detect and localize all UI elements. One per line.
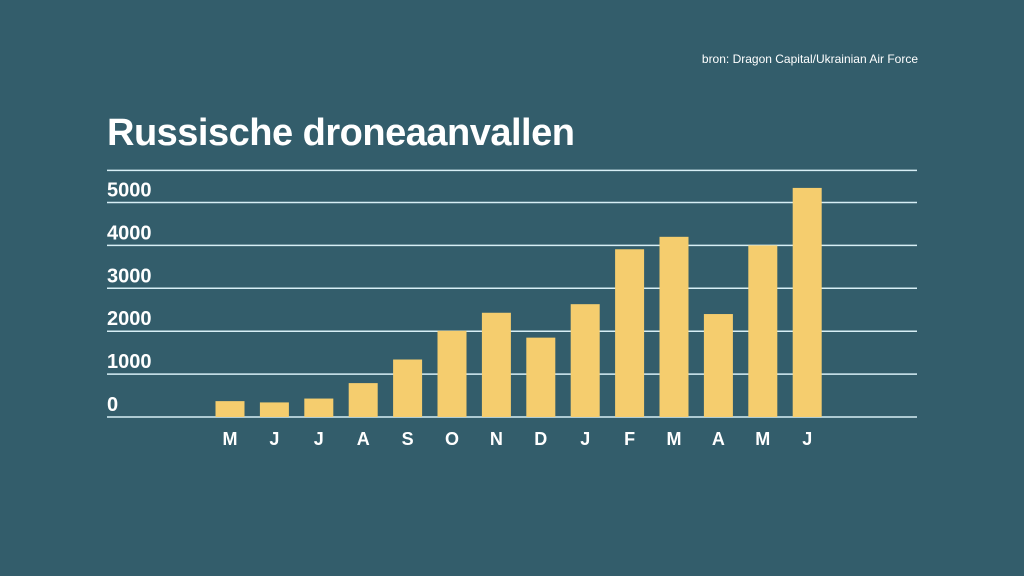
bar xyxy=(748,245,778,417)
bar xyxy=(615,249,645,417)
bar xyxy=(526,337,556,417)
x-tick-label: A xyxy=(357,429,370,449)
bar xyxy=(703,314,733,417)
x-tick-label: M xyxy=(667,429,682,449)
bar xyxy=(259,402,289,417)
x-tick-label: F xyxy=(624,429,635,449)
bar xyxy=(348,383,378,417)
bar xyxy=(659,236,689,417)
x-tick-label: J xyxy=(802,429,812,449)
bar xyxy=(792,187,822,417)
x-tick-label: J xyxy=(269,429,279,449)
bar xyxy=(481,312,511,417)
x-tick-label: M xyxy=(755,429,770,449)
bar xyxy=(215,401,245,417)
bar xyxy=(570,304,600,417)
x-tick-label: J xyxy=(314,429,324,449)
y-tick-label: 4000 xyxy=(107,222,152,244)
x-tick-label: N xyxy=(490,429,503,449)
y-tick-label: 2000 xyxy=(107,308,152,330)
bar xyxy=(304,398,334,417)
x-tick-label: D xyxy=(534,429,547,449)
bar xyxy=(393,359,423,417)
x-tick-label: S xyxy=(402,429,414,449)
x-tick-label: O xyxy=(445,429,459,449)
bar xyxy=(437,330,467,417)
y-tick-label: 1000 xyxy=(107,351,152,373)
x-tick-label: M xyxy=(223,429,238,449)
chart-title: Russische droneaanvallen xyxy=(107,112,575,154)
y-tick-label: 5000 xyxy=(107,180,152,202)
x-tick-label: A xyxy=(712,429,725,449)
y-tick-label: 0 xyxy=(107,394,118,416)
x-tick-label: J xyxy=(580,429,590,449)
y-tick-label: 3000 xyxy=(107,265,152,287)
source-note: bron: Dragon Capital/Ukrainian Air Force xyxy=(701,52,918,66)
